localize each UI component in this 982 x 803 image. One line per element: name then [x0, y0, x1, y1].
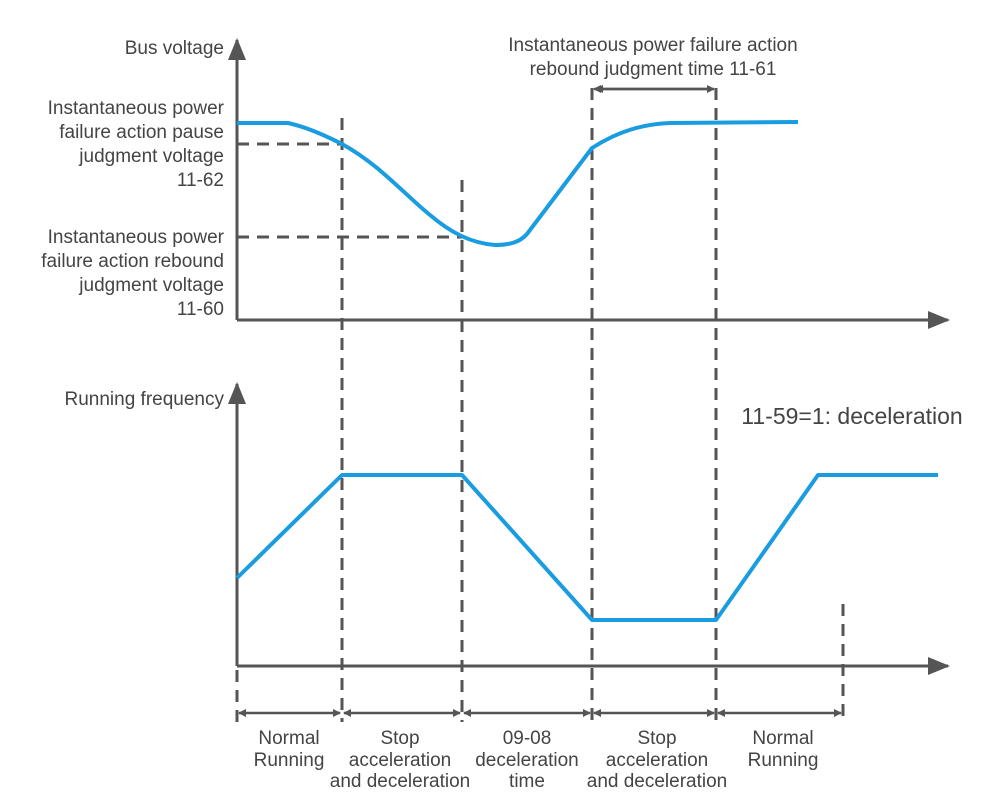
svg-text:11-62: 11-62: [177, 170, 224, 191]
svg-text:judgment voltage: judgment voltage: [78, 275, 224, 296]
svg-text:Normal: Normal: [752, 728, 813, 749]
running-frequency-label: Running frequency: [65, 389, 225, 410]
svg-text:Stop: Stop: [380, 728, 419, 749]
bus-voltage-curve: [237, 120, 799, 247]
svg-text:failure action rebound: failure action rebound: [41, 251, 224, 272]
svg-text:failure action pause: failure action pause: [59, 122, 224, 143]
mode-label: 11-59=1: deceleration: [741, 403, 962, 429]
svg-text:and deceleration: and deceleration: [587, 771, 728, 792]
svg-text:Instantaneous power: Instantaneous power: [48, 98, 225, 119]
svg-text:acceleration: acceleration: [349, 750, 451, 771]
phase-label: 09-08 deceleration time: [475, 728, 579, 792]
svg-text:11-60: 11-60: [177, 299, 224, 320]
svg-text:Stop: Stop: [637, 728, 676, 749]
svg-text:and deceleration: and deceleration: [330, 771, 471, 792]
svg-text:time: time: [509, 771, 545, 792]
svg-text:Running: Running: [254, 750, 325, 771]
svg-text:acceleration: acceleration: [606, 750, 708, 771]
rebound-time-label: Instantaneous power failure action rebou…: [508, 35, 797, 80]
svg-text:Instantaneous power: Instantaneous power: [48, 227, 225, 248]
svg-text:deceleration: deceleration: [475, 750, 579, 771]
svg-text:Instantaneous power failure ac: Instantaneous power failure action: [508, 35, 797, 56]
phase-label: Normal Running: [254, 728, 325, 771]
running-frequency-curve: [235, 473, 938, 622]
svg-text:Normal: Normal: [258, 728, 319, 749]
svg-text:09-08: 09-08: [503, 728, 552, 749]
svg-text:judgment voltage: judgment voltage: [78, 146, 224, 167]
phase-label: Normal Running: [748, 728, 819, 771]
svg-text:Running: Running: [748, 750, 819, 771]
rebound-voltage-label: Instantaneous power failure action rebou…: [41, 227, 224, 320]
pause-voltage-label: Instantaneous power failure action pause…: [48, 98, 225, 191]
phase-label: Stop acceleration and deceleration: [587, 728, 728, 792]
phase-label: Stop acceleration and deceleration: [330, 728, 471, 792]
phase-labels: Normal Running Stop acceleration and dec…: [254, 728, 819, 792]
svg-text:rebound judgment time 11-61: rebound judgment time 11-61: [530, 59, 777, 80]
bus-voltage-label: Bus voltage: [125, 38, 224, 59]
